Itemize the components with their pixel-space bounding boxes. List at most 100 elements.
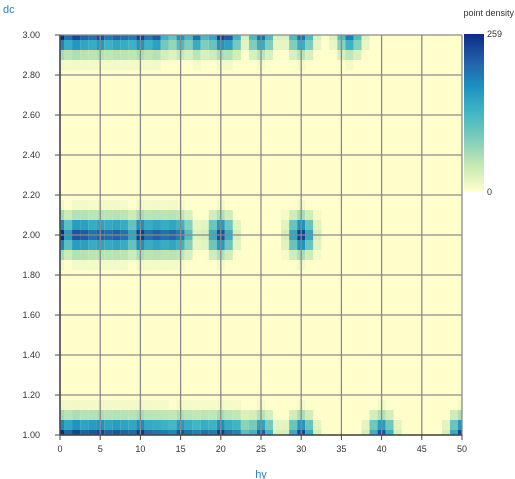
heatmap-cell	[64, 210, 73, 220]
heatmap-cell	[184, 240, 193, 250]
heatmap-cell	[112, 210, 121, 220]
heatmap-cell	[80, 430, 89, 435]
heatmap-cell	[192, 240, 201, 250]
heatmap-cell	[60, 60, 65, 70]
heatmap-cell	[104, 200, 113, 210]
heatmap-cell	[128, 50, 137, 60]
heatmap-cell	[224, 35, 233, 40]
heatmap-cell	[393, 430, 402, 435]
heatmap-cell	[168, 220, 177, 230]
heatmap-cell	[200, 240, 209, 250]
heatmap-cell	[104, 40, 113, 50]
heatmap-cell	[265, 430, 274, 435]
heatmap-cell	[104, 420, 113, 430]
heatmap-cell	[160, 260, 169, 270]
heatmap-cell	[313, 210, 322, 220]
heatmap-cell	[232, 220, 241, 230]
heatmap-cell	[104, 400, 113, 410]
heatmap-cell	[152, 410, 161, 420]
heatmap-cell	[345, 60, 354, 70]
heatmap-cell	[104, 60, 113, 70]
heatmap-cell	[184, 220, 193, 230]
heatmap-cell	[64, 60, 73, 70]
heatmap-cell	[265, 40, 274, 50]
heatmap-cell	[208, 240, 217, 250]
heatmap-cell	[88, 200, 97, 210]
heatmap-cell	[152, 260, 161, 270]
heatmap-cell	[168, 260, 177, 270]
heatmap-cell	[232, 420, 241, 430]
heatmap-cell	[208, 40, 217, 50]
heatmap-cell	[281, 40, 290, 50]
heatmap-cell	[184, 210, 193, 220]
heatmap-cell	[104, 50, 113, 60]
heatmap-cell	[240, 410, 249, 420]
x-tick-label: 35	[336, 444, 346, 454]
heatmap-cell	[361, 430, 370, 435]
heatmap-cell	[224, 420, 233, 430]
heatmap-cell	[192, 410, 201, 420]
heatmap-cell	[72, 420, 81, 430]
heatmap-cell	[160, 240, 169, 250]
heatmap-cell	[160, 210, 169, 220]
heatmap-cell	[60, 35, 65, 40]
heatmap-cell	[152, 210, 161, 220]
heatmap-cell	[240, 40, 249, 50]
heatmap-cell	[88, 40, 97, 50]
heatmap-cell	[88, 210, 97, 220]
heatmap-cell	[369, 420, 378, 430]
heatmap-cell	[144, 260, 153, 270]
heatmap-cell	[72, 40, 81, 50]
heatmap-cell	[72, 410, 81, 420]
heatmap-cell	[385, 430, 394, 435]
heatmap-cell	[224, 210, 233, 220]
heatmap-cell	[104, 220, 113, 230]
heatmap-cell	[168, 210, 177, 220]
heatmap-cell	[441, 430, 450, 435]
heatmap-cell	[88, 400, 97, 410]
heatmap-cell	[305, 35, 314, 40]
heatmap-cell	[329, 40, 338, 50]
heatmap-cell	[144, 40, 153, 50]
heatmap-cell	[313, 35, 322, 40]
heatmap-cell	[184, 410, 193, 420]
heatmap-cell	[72, 60, 81, 70]
heatmap-cell	[80, 50, 89, 60]
heatmap-cell	[273, 35, 282, 40]
heatmap-cell	[168, 420, 177, 430]
heatmap-cell	[64, 240, 73, 250]
heatmap-cell	[305, 220, 314, 230]
x-tick-label: 20	[216, 444, 226, 454]
heatmap-cell	[112, 40, 121, 50]
heatmap-cell	[184, 430, 193, 435]
heatmap-cell	[144, 50, 153, 60]
x-tick-label: 15	[176, 444, 186, 454]
heatmap-cell	[232, 40, 241, 50]
heatmap-cell	[80, 220, 89, 230]
heatmap-cell	[192, 50, 201, 60]
legend-color-bar	[464, 34, 484, 192]
heatmap-cell	[441, 420, 450, 430]
heatmap-cell	[265, 420, 274, 430]
heatmap-cell	[457, 430, 462, 435]
heatmap-cell	[120, 400, 129, 410]
heatmap-cell	[160, 200, 169, 210]
heatmap-cell	[208, 210, 217, 220]
heatmap-cell	[144, 60, 153, 70]
heatmap-cell	[273, 420, 282, 430]
heatmap-cell	[369, 430, 378, 435]
heatmap-cell	[152, 240, 161, 250]
heatmap-cell	[224, 50, 233, 60]
heatmap-cell	[60, 240, 65, 250]
heatmap-cell	[120, 240, 129, 250]
heatmap-cell	[200, 50, 209, 60]
heatmap-cell	[200, 220, 209, 230]
heatmap-cell	[88, 430, 97, 435]
y-axis-title: dc	[3, 4, 15, 16]
heatmap-cell	[72, 430, 81, 435]
heatmap-cell	[72, 210, 81, 220]
legend: point density 259 0	[463, 8, 514, 197]
heatmap-cell	[144, 35, 153, 40]
heatmap-cell	[72, 50, 81, 60]
x-tick-label: 45	[417, 444, 427, 454]
